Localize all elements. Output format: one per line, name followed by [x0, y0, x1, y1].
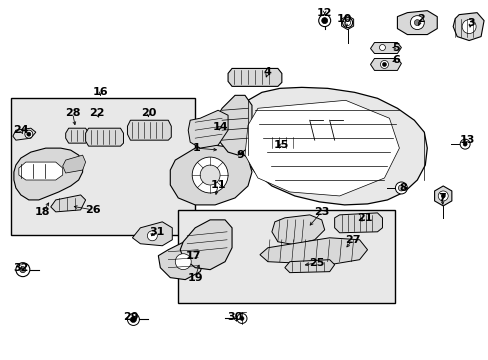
- Polygon shape: [158, 240, 205, 280]
- Text: 13: 13: [459, 135, 474, 145]
- Circle shape: [380, 60, 387, 68]
- Text: 3: 3: [467, 18, 474, 28]
- Polygon shape: [85, 128, 123, 146]
- Polygon shape: [341, 15, 353, 30]
- Polygon shape: [370, 58, 401, 71]
- Circle shape: [25, 130, 33, 138]
- Text: 26: 26: [84, 205, 100, 215]
- Polygon shape: [271, 215, 324, 245]
- Text: 11: 11: [210, 180, 225, 190]
- Polygon shape: [218, 95, 251, 155]
- Polygon shape: [452, 13, 483, 41]
- Polygon shape: [65, 128, 88, 143]
- Polygon shape: [13, 128, 36, 140]
- Circle shape: [344, 20, 350, 26]
- Circle shape: [342, 18, 352, 28]
- Polygon shape: [334, 213, 382, 233]
- Text: 4: 4: [264, 67, 271, 77]
- Circle shape: [147, 231, 157, 241]
- Text: 21: 21: [356, 213, 371, 223]
- Circle shape: [398, 185, 404, 191]
- Text: 30: 30: [227, 312, 242, 323]
- Polygon shape: [370, 42, 401, 54]
- Text: 24: 24: [13, 125, 29, 135]
- Text: 7: 7: [437, 193, 445, 203]
- Circle shape: [20, 267, 26, 273]
- Bar: [11, 98, 195, 235]
- Circle shape: [321, 18, 327, 24]
- Text: 27: 27: [344, 235, 360, 245]
- Circle shape: [382, 62, 386, 67]
- Circle shape: [459, 139, 469, 149]
- Text: 32: 32: [13, 263, 28, 273]
- Polygon shape: [227, 68, 281, 86]
- Circle shape: [127, 314, 139, 325]
- Text: 23: 23: [313, 207, 329, 217]
- Text: 22: 22: [89, 108, 104, 118]
- Polygon shape: [19, 162, 62, 180]
- Text: 15: 15: [274, 140, 289, 150]
- Circle shape: [237, 314, 246, 323]
- Polygon shape: [260, 238, 367, 265]
- Circle shape: [192, 157, 227, 193]
- Text: 28: 28: [65, 108, 80, 118]
- Text: 18: 18: [35, 207, 50, 217]
- Text: 19: 19: [187, 273, 203, 283]
- Circle shape: [440, 194, 444, 198]
- Polygon shape: [434, 186, 451, 206]
- Circle shape: [437, 191, 447, 201]
- Polygon shape: [188, 110, 227, 148]
- Polygon shape: [14, 148, 82, 200]
- Circle shape: [240, 316, 244, 320]
- Polygon shape: [51, 195, 85, 212]
- Text: 17: 17: [185, 251, 201, 261]
- Circle shape: [461, 20, 475, 33]
- Bar: [178, 210, 395, 302]
- Circle shape: [462, 142, 466, 146]
- Text: 5: 5: [392, 42, 399, 53]
- Text: 20: 20: [141, 108, 156, 118]
- Text: 29: 29: [122, 312, 138, 323]
- Circle shape: [379, 45, 385, 50]
- Text: 6: 6: [392, 55, 400, 66]
- Text: 1: 1: [192, 143, 200, 153]
- Circle shape: [413, 20, 420, 26]
- Text: 14: 14: [212, 122, 227, 132]
- Text: 31: 31: [149, 227, 164, 237]
- Text: 2: 2: [417, 14, 425, 24]
- Circle shape: [395, 182, 407, 194]
- Polygon shape: [180, 220, 232, 270]
- Circle shape: [409, 15, 424, 30]
- Polygon shape: [62, 155, 85, 173]
- Text: 8: 8: [399, 183, 407, 193]
- Polygon shape: [397, 11, 436, 35]
- Polygon shape: [244, 100, 399, 196]
- Text: 25: 25: [308, 258, 324, 268]
- Polygon shape: [240, 87, 427, 205]
- Circle shape: [130, 316, 136, 323]
- Polygon shape: [132, 222, 172, 246]
- Polygon shape: [170, 145, 251, 205]
- Polygon shape: [127, 120, 171, 140]
- Circle shape: [27, 132, 31, 136]
- Text: 16: 16: [93, 87, 108, 97]
- Circle shape: [16, 263, 30, 276]
- Text: 9: 9: [236, 150, 244, 160]
- Circle shape: [200, 165, 220, 185]
- Polygon shape: [285, 260, 334, 273]
- Text: 12: 12: [316, 8, 332, 18]
- Circle shape: [318, 15, 330, 27]
- Polygon shape: [264, 135, 302, 150]
- Text: 10: 10: [336, 14, 351, 24]
- Circle shape: [175, 254, 191, 270]
